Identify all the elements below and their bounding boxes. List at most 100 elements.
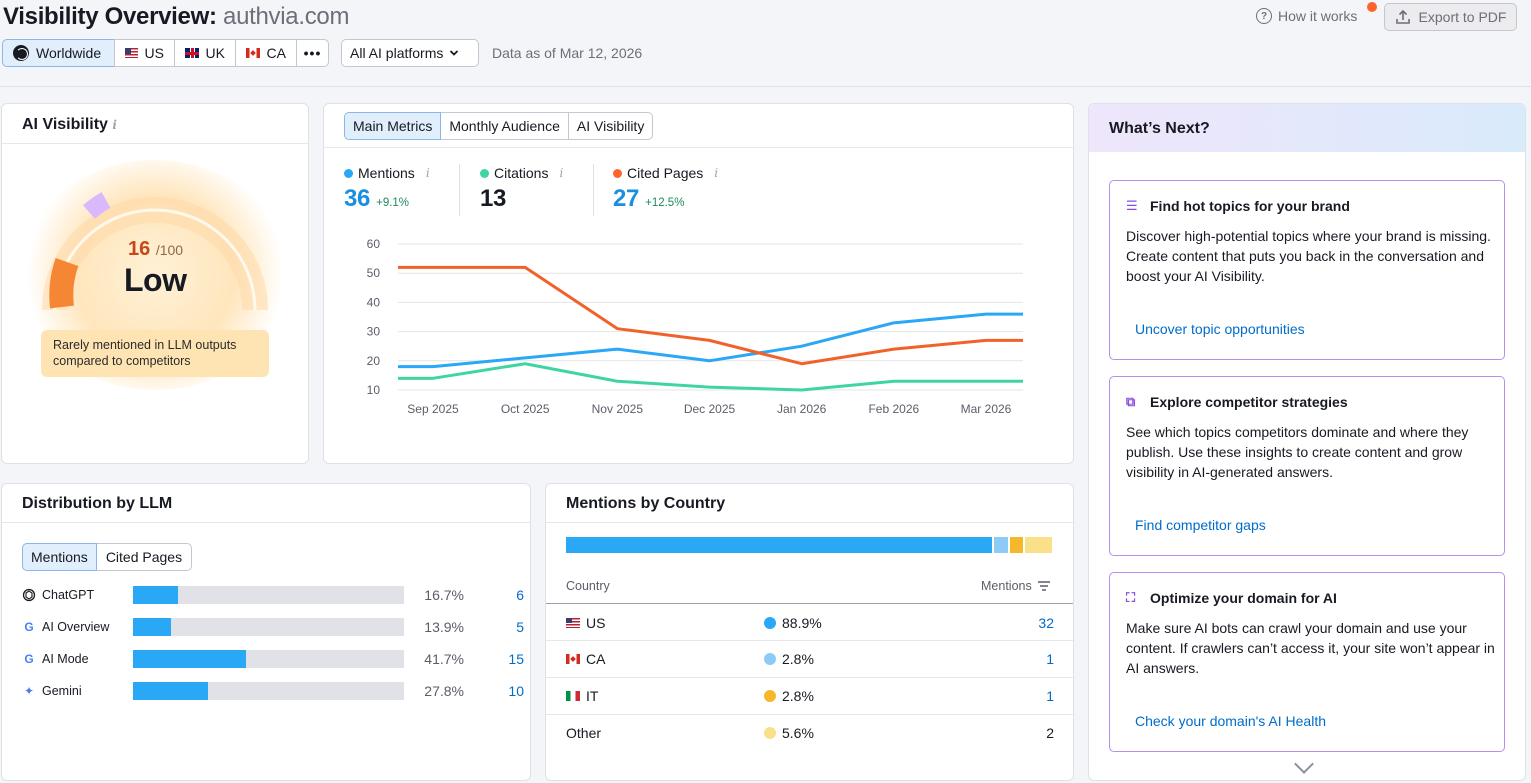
tab-cited-pages[interactable]: Cited Pages — [95, 543, 193, 571]
next-card-title: ☰ Find hot topics for your brand — [1126, 198, 1496, 214]
metric-tabs: Main Metrics Monthly Audience AI Visibil… — [344, 112, 654, 140]
metric-value-row: 13 — [480, 185, 563, 213]
info-icon[interactable]: i — [112, 118, 117, 132]
llm-percent: 13.9% — [424, 619, 464, 635]
llm-percent: 16.7% — [424, 587, 464, 603]
page-title-text: Visibility Overview: — [3, 3, 217, 30]
tab-mentions[interactable]: Mentions — [22, 543, 97, 571]
llm-bar — [133, 650, 404, 668]
country-cell: CA — [546, 651, 743, 667]
tab-main-metrics[interactable]: Main Metrics — [344, 112, 442, 140]
distribution-title: Distribution by LLM — [22, 495, 173, 512]
stack-segment-it — [1009, 537, 1024, 553]
next-card-content: ☰ Find hot topics for your brand Discover… — [1126, 198, 1496, 286]
legend-dot — [613, 168, 622, 178]
legend-dot — [480, 168, 489, 178]
mentions-count[interactable]: 1 — [1046, 651, 1054, 667]
x-tick-label: Oct 2025 — [501, 402, 550, 416]
next-card-description: See which topics competitors dominate an… — [1126, 424, 1469, 480]
mentions-count[interactable]: 32 — [1038, 614, 1054, 631]
share-percent: 2.8% — [782, 651, 814, 667]
next-card-title: ⛶ Optimize your domain for AI — [1126, 590, 1496, 606]
info-icon[interactable]: i — [425, 166, 430, 180]
ca-flag-icon — [566, 654, 580, 664]
next-card-title-text: Find hot topics for your brand — [1150, 198, 1350, 214]
geo-tab-label: UK — [205, 45, 225, 61]
globe-icon — [13, 45, 29, 61]
country-name: IT — [586, 688, 599, 704]
tab-ai-visibility[interactable]: AI Visibility — [567, 112, 654, 140]
table-row: CA 2.8% 1 — [546, 640, 1073, 677]
geo-tab-ca[interactable]: CA — [235, 39, 297, 67]
table-row: Other 5.6% 2 — [546, 714, 1073, 751]
x-tick-label: Nov 2025 — [592, 402, 644, 416]
info-icon[interactable]: i — [559, 166, 564, 180]
column-header-mentions[interactable]: Mentions — [981, 579, 1050, 593]
domain-name: authvia.com — [223, 3, 350, 30]
next-card-competitors — [1109, 376, 1505, 556]
y-tick-label: 10 — [367, 383, 381, 397]
share-cell: 2.8% — [743, 651, 1008, 667]
llm-name: AI Overview — [42, 620, 110, 634]
llm-name: AI Mode — [42, 652, 89, 666]
card-divider — [546, 522, 1073, 523]
chevron-down-icon — [450, 50, 459, 56]
sort-icon — [1037, 581, 1050, 591]
tab-monthly-audience[interactable]: Monthly Audience — [440, 112, 569, 140]
more-icon: ••• — [303, 45, 322, 61]
country-cell: Other — [546, 725, 743, 741]
country-title: Mentions by Country — [566, 495, 726, 512]
llm-count[interactable]: 15 — [508, 651, 524, 667]
y-tick-label: 30 — [367, 325, 381, 339]
metric-change: +12.5% — [645, 197, 685, 209]
metrics-card — [323, 103, 1074, 464]
more-geo-button[interactable]: ••• — [296, 39, 329, 67]
metric-divider — [593, 164, 594, 216]
data-date: Data as of Mar 12, 2026 — [492, 45, 643, 61]
platform-select[interactable]: All AI platforms — [341, 39, 479, 67]
whats-next-title: What’s Next? — [1109, 120, 1210, 137]
how-it-works-link[interactable]: ? How it works — [1256, 8, 1357, 24]
geo-tab-worldwide[interactable]: Worldwide — [2, 39, 115, 67]
x-tick-label: Feb 2026 — [868, 402, 919, 416]
search-window-icon: ⧉ — [1126, 394, 1136, 409]
card-divider — [2, 143, 308, 144]
country-name: CA — [586, 651, 606, 667]
info-icon[interactable]: i — [714, 166, 719, 180]
next-card-description: Discover high-potential topics where you… — [1126, 228, 1491, 284]
llm-bar-fill — [133, 586, 179, 604]
series-line-cited-pages — [398, 265, 1023, 366]
uncover-topics-link[interactable]: Uncover topic opportunities — [1135, 321, 1305, 337]
metric-value: 13 — [480, 185, 507, 212]
metrics-line-chart: 10 20 30 40 50 60 Sep 2025 Oct 2025 Nov 2025 Dec … — [367, 237, 1023, 416]
geo-tab-uk[interactable]: UK — [174, 39, 236, 67]
metric-label-text: Mentions — [358, 165, 415, 181]
metric-label: Mentions i — [344, 165, 430, 181]
series-line-citations — [398, 362, 1023, 392]
export-pdf-button[interactable]: Export to PDF — [1384, 3, 1517, 31]
llm-bar-fill — [133, 618, 171, 636]
llm-count[interactable]: 5 — [516, 619, 524, 635]
us-flag-icon — [566, 617, 580, 628]
llm-count[interactable]: 6 — [516, 587, 524, 603]
mentions-count[interactable]: 1 — [1046, 688, 1054, 704]
share-dot — [764, 690, 776, 702]
find-competitor-gaps-link[interactable]: Find competitor gaps — [1135, 517, 1266, 533]
card-divider — [324, 147, 1073, 148]
geo-tab-us[interactable]: US — [114, 39, 175, 67]
metric-label: Cited Pages i — [613, 165, 718, 181]
column-header-country: Country — [566, 579, 610, 593]
metric-change: +9.1% — [376, 197, 410, 209]
notification-dot — [1367, 2, 1377, 12]
us-flag-icon — [125, 48, 138, 58]
platform-select-value: All AI platforms — [350, 45, 444, 61]
llm-percent: 27.8% — [424, 683, 464, 699]
ai-visibility-title-text: AI Visibility — [22, 116, 108, 133]
llm-row: G AI Mode 41.7% 15 — [22, 649, 524, 669]
metric-value: 27 — [613, 185, 640, 212]
share-percent: 2.8% — [782, 688, 814, 704]
llm-count[interactable]: 10 — [508, 683, 524, 699]
check-ai-health-link[interactable]: Check your domain's AI Health — [1135, 713, 1326, 729]
llm-name: Gemini — [42, 684, 82, 698]
metric-value: 36 — [344, 185, 371, 212]
